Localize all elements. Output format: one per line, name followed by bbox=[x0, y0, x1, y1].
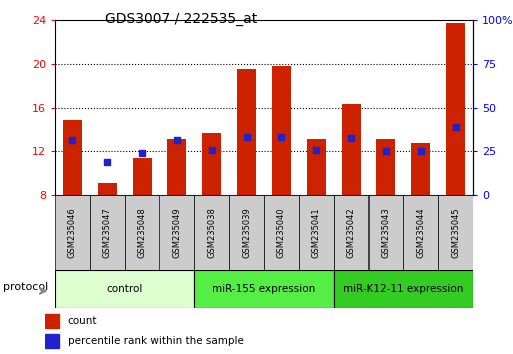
Point bbox=[347, 135, 355, 141]
Text: GSM235043: GSM235043 bbox=[382, 207, 390, 258]
Bar bbox=[403, 195, 438, 270]
Text: GSM235047: GSM235047 bbox=[103, 207, 112, 258]
Bar bbox=[446, 23, 465, 195]
Point bbox=[451, 124, 460, 130]
Bar bbox=[194, 195, 229, 270]
Bar bbox=[411, 143, 430, 195]
Text: protocol: protocol bbox=[3, 282, 48, 292]
Bar bbox=[63, 120, 82, 195]
Bar bbox=[45, 335, 60, 348]
Bar bbox=[237, 69, 256, 195]
Bar bbox=[342, 104, 361, 195]
Bar bbox=[377, 139, 396, 195]
Point bbox=[138, 150, 146, 156]
Point bbox=[68, 137, 76, 143]
Bar bbox=[272, 66, 291, 195]
Bar bbox=[438, 195, 473, 270]
Bar bbox=[333, 195, 368, 270]
Point bbox=[278, 134, 286, 140]
Point bbox=[417, 148, 425, 154]
Text: GSM235049: GSM235049 bbox=[172, 207, 182, 258]
Text: GSM235046: GSM235046 bbox=[68, 207, 77, 258]
Text: miR-155 expression: miR-155 expression bbox=[212, 284, 315, 294]
Point bbox=[208, 147, 216, 153]
Text: GSM235039: GSM235039 bbox=[242, 207, 251, 258]
Bar bbox=[202, 133, 221, 195]
Bar bbox=[194, 270, 333, 308]
Point bbox=[243, 134, 251, 140]
Bar bbox=[333, 270, 473, 308]
Point bbox=[382, 148, 390, 154]
Text: GSM235040: GSM235040 bbox=[277, 207, 286, 258]
Bar bbox=[55, 270, 194, 308]
Bar bbox=[229, 195, 264, 270]
Bar bbox=[45, 314, 60, 327]
Text: GSM235044: GSM235044 bbox=[416, 207, 425, 258]
Bar bbox=[368, 195, 403, 270]
Text: count: count bbox=[68, 316, 97, 326]
Bar bbox=[160, 195, 194, 270]
Text: GSM235048: GSM235048 bbox=[137, 207, 147, 258]
Text: GSM235045: GSM235045 bbox=[451, 207, 460, 258]
Bar bbox=[264, 195, 299, 270]
Text: control: control bbox=[107, 284, 143, 294]
Text: GDS3007 / 222535_at: GDS3007 / 222535_at bbox=[105, 12, 258, 26]
Text: GSM235041: GSM235041 bbox=[312, 207, 321, 258]
Bar bbox=[167, 139, 187, 195]
Point bbox=[103, 159, 111, 165]
Text: percentile rank within the sample: percentile rank within the sample bbox=[68, 336, 244, 346]
Point bbox=[312, 147, 320, 153]
Bar bbox=[307, 139, 326, 195]
Text: GSM235042: GSM235042 bbox=[347, 207, 356, 258]
Bar bbox=[132, 158, 152, 195]
Bar bbox=[97, 183, 117, 195]
Text: GSM235038: GSM235038 bbox=[207, 207, 216, 258]
Bar bbox=[55, 195, 90, 270]
Bar bbox=[90, 195, 125, 270]
Point bbox=[173, 137, 181, 143]
Bar bbox=[299, 195, 333, 270]
Text: miR-K12-11 expression: miR-K12-11 expression bbox=[343, 284, 464, 294]
Bar bbox=[125, 195, 160, 270]
